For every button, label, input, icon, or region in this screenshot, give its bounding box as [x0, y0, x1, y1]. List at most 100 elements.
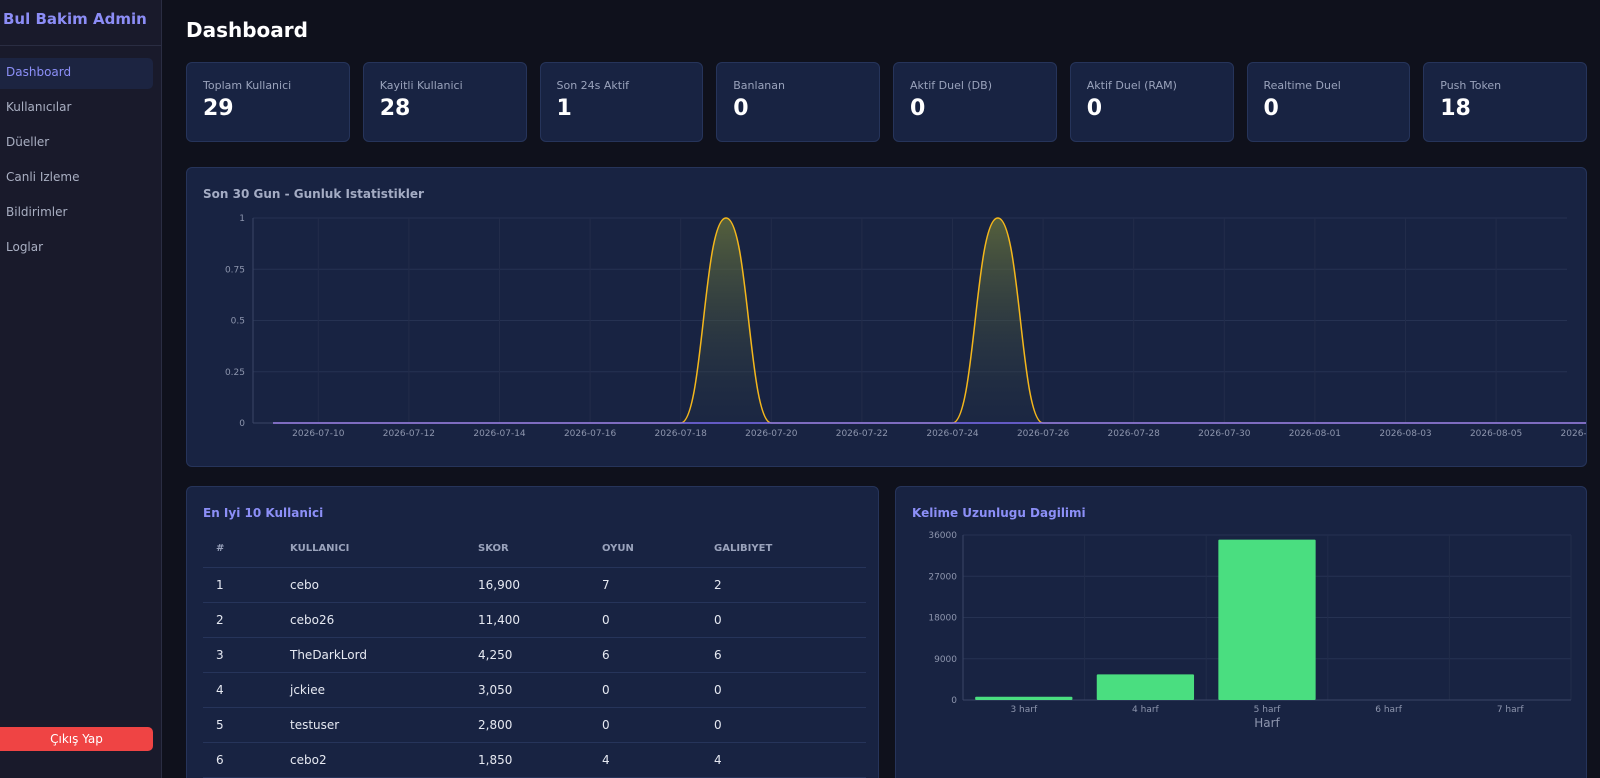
column-header-games: OYUN	[589, 531, 701, 568]
cell-user: TheDarkLord	[277, 637, 465, 673]
x-tick-label: 7 harf	[1497, 705, 1525, 715]
x-tick-label: 2026-07-10	[292, 429, 345, 439]
table-row[interactable]: 1 cebo 16,900 7 2	[203, 567, 866, 603]
stat-value: 28	[379, 96, 411, 121]
stat-label: Kayitli Kullanici	[379, 79, 463, 92]
word-length-card: Kelime Uzunlugu Dagilimi 0 9000 18000 27000…	[895, 486, 1587, 778]
bar	[1096, 674, 1195, 700]
cell-games: 7	[589, 567, 701, 603]
x-tick-label: 2026-07-22	[836, 429, 888, 439]
stat-card-banned: Banlanan 0	[716, 62, 880, 142]
y-tick-label: 0	[951, 696, 957, 706]
stat-label: Aktif Duel (DB)	[910, 79, 992, 92]
daily-stats-title: Son 30 Gun - Gunluk Istatistikler	[203, 187, 424, 201]
bar	[975, 696, 1073, 700]
cell-rank: 3	[203, 637, 277, 673]
cell-wins: 0	[701, 602, 866, 638]
stats-row: Toplam Kullanici 29 Kayitli Kullanici 28…	[186, 62, 1587, 142]
sidebar-item-dashboard[interactable]: Dashboard	[0, 58, 153, 89]
x-tick-label: 2026-07-26	[1017, 429, 1070, 439]
y-tick-label: 9000	[934, 655, 957, 665]
stat-value: 29	[203, 96, 234, 121]
x-tick-label: 2026-07-18	[655, 429, 708, 439]
table-row[interactable]: 6 cebo2 1,850 4 4	[203, 742, 866, 778]
stat-value: 0	[1086, 96, 1103, 121]
stat-card-push-token: Push Token 18	[1423, 62, 1587, 142]
stat-value: 0	[1263, 96, 1279, 121]
cell-wins: 0	[701, 672, 866, 708]
x-tick-label: 2026-07-28	[1108, 429, 1161, 439]
cell-score: 1,850	[465, 742, 589, 778]
cell-score: 3,050	[465, 672, 589, 708]
cell-score: 2,800	[465, 707, 589, 743]
cell-games: 0	[589, 707, 701, 743]
column-header-rank: #	[203, 531, 277, 568]
cell-rank: 5	[203, 707, 277, 743]
sidebar-item-users[interactable]: Kullanıcılar	[6, 100, 72, 114]
stat-card-total-users: Toplam Kullanici 29	[186, 62, 350, 142]
table-row[interactable]: 3 TheDarkLord 4,250 6 6	[203, 637, 866, 673]
cell-wins: 4	[701, 742, 866, 778]
sidebar-item-logs[interactable]: Loglar	[6, 240, 44, 254]
sidebar-item-duels[interactable]: Düeller	[6, 135, 50, 149]
cell-user: cebo2	[277, 742, 465, 778]
stat-value: 0	[733, 96, 749, 121]
cell-games: 4	[589, 742, 701, 778]
x-tick-label: 2026-07-14	[473, 429, 526, 439]
sidebar-nav: Dashboard Kullanıcılar Düeller Canli Izl…	[0, 46, 161, 264]
cell-user: jckiee	[277, 672, 465, 708]
x-tick-label: 2026-07-30	[1198, 429, 1251, 439]
stat-card-realtime-duel: Realtime Duel 0	[1246, 62, 1411, 142]
sidebar: Bul Bakim Admin Dashboard Kullanıcılar D…	[0, 0, 162, 778]
y-tick-label: 36000	[928, 531, 957, 541]
x-tick-label: 2026-07-12	[383, 429, 435, 439]
top-users-title: En Iyi 10 Kullanici	[203, 506, 324, 520]
y-tick-label: 0.25	[225, 368, 245, 378]
cell-user: testuser	[277, 707, 465, 743]
cell-user: cebo26	[277, 602, 465, 638]
stat-label: Toplam Kullanici	[203, 79, 292, 92]
cell-games: 0	[589, 672, 701, 708]
top-users-card: En Iyi 10 Kullanici # KULLANICI SKOR OYU…	[186, 486, 879, 778]
cell-wins: 0	[701, 707, 866, 743]
x-tick-label: 2026-08-01	[1289, 429, 1341, 439]
cell-games: 0	[589, 602, 701, 638]
logout-button[interactable]: Çıkış Yap	[0, 727, 153, 751]
cell-user: cebo	[277, 567, 465, 603]
x-axis-label: Harf	[1254, 716, 1280, 730]
x-tick-label: 2026-08-03	[1379, 429, 1431, 439]
stat-label: Aktif Duel (RAM)	[1086, 79, 1177, 92]
x-tick-label: 2026-07-16	[564, 429, 617, 439]
table-row[interactable]: 4 jckiee 3,050 0 0	[203, 672, 866, 708]
table-row[interactable]: 5 testuser 2,800 0 0	[203, 707, 866, 743]
x-tick-label: 4 harf	[1132, 705, 1160, 715]
y-tick-label: 1	[239, 214, 245, 224]
stat-card-active-24h: Son 24s Aktif 1	[539, 62, 704, 142]
stat-label: Realtime Duel	[1263, 79, 1341, 92]
cell-score: 16,900	[465, 567, 589, 603]
y-tick-label: 18000	[928, 614, 957, 624]
sidebar-item-live-watch[interactable]: Canli Izleme	[6, 170, 80, 184]
stat-value: 1	[556, 96, 572, 121]
cell-rank: 1	[203, 567, 277, 603]
top-users-table: # KULLANICI SKOR OYUN GALIBIYET 1 cebo 16,…	[203, 531, 866, 778]
y-tick-label: 0	[239, 419, 245, 429]
stat-label: Banlanan	[733, 79, 785, 92]
column-header-wins: GALIBIYET	[701, 531, 866, 568]
stat-label: Push Token	[1440, 79, 1502, 92]
x-tick-label: 5 harf	[1254, 705, 1282, 715]
column-header-score: SKOR	[465, 531, 589, 568]
cell-rank: 6	[203, 742, 277, 778]
cell-rank: 2	[203, 602, 277, 638]
y-tick-label: 0.75	[225, 265, 245, 275]
brand-title: Bul Bakim Admin	[0, 0, 161, 46]
x-tick-label: 2026-07-24	[926, 429, 979, 439]
stat-label: Son 24s Aktif	[556, 79, 630, 92]
stat-card-active-duel-db: Aktif Duel (DB) 0	[893, 62, 1057, 142]
word-length-chart: 0 9000 18000 27000 36000 3 harf 4 harf 5 harf 6 …	[928, 531, 1572, 730]
daily-stats-card: Son 30 Gun - Gunluk Istatistikler 0 0.25 0…	[186, 167, 1587, 467]
sidebar-item-notifications[interactable]: Bildirimler	[6, 205, 68, 219]
table-row[interactable]: 2 cebo26 11,400 0 0	[203, 602, 866, 638]
column-header-user: KULLANICI	[277, 531, 465, 568]
stat-card-active-duel-ram: Aktif Duel (RAM) 0	[1069, 62, 1234, 142]
